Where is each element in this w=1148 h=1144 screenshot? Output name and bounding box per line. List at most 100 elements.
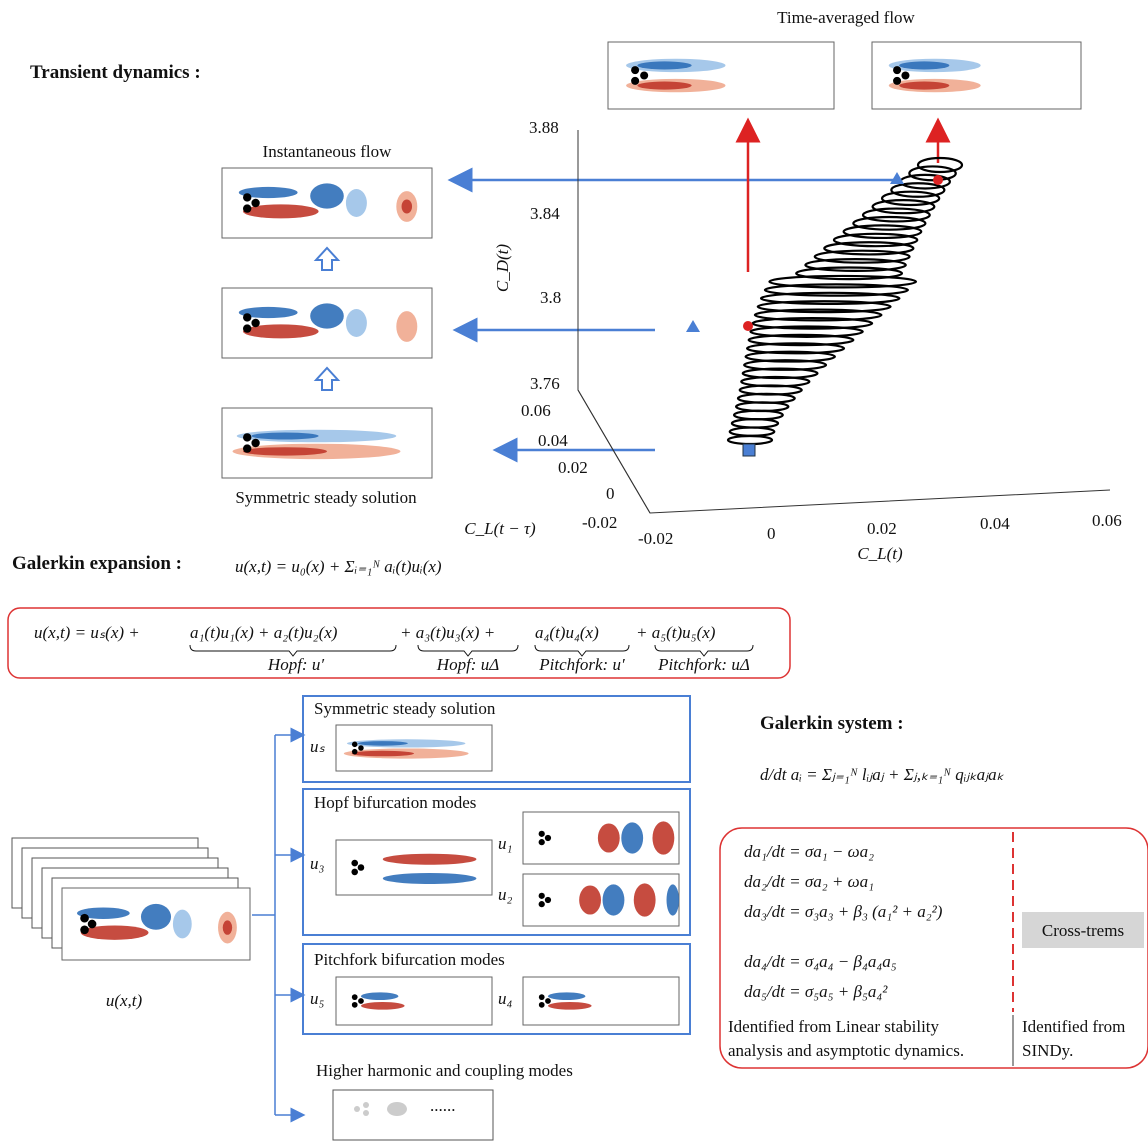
vortex [602, 884, 625, 916]
vortex [242, 324, 319, 339]
orbit [749, 325, 864, 338]
equation: da₂/dt = σa₂ + ωa₁ [744, 872, 874, 891]
group-title: Hopf bifurcation modes [314, 793, 476, 812]
cylinder [538, 1001, 545, 1008]
tick-label: 0.06 [521, 401, 551, 420]
cylinder [538, 839, 545, 846]
vortex [652, 821, 675, 855]
cylinder [544, 834, 552, 842]
axis-label: C_D(t) [493, 244, 512, 293]
cylinder [631, 76, 640, 85]
label: Cross-trems [1042, 921, 1124, 940]
brace-label: Pitchfork: uΔ [657, 655, 750, 674]
equation: + a₅(t)u₅(x) [636, 623, 716, 642]
mode-box [302, 695, 691, 1035]
mode-label: u₅ [310, 989, 325, 1008]
cylinder [243, 324, 252, 333]
label: Instantaneous flow [263, 142, 393, 161]
mode-label: uₛ [310, 737, 326, 756]
marker-dot [743, 321, 753, 331]
vortex [80, 925, 149, 940]
axes [577, 130, 1111, 514]
flow-thumbnail [221, 167, 433, 239]
cylinder [545, 998, 551, 1004]
flow-thumbnail [61, 887, 251, 961]
arrows [447, 167, 895, 463]
cylinder [243, 193, 252, 202]
brace-label: Hopf: uΔ [436, 655, 499, 674]
cylinder [243, 204, 252, 213]
cylinder [351, 1001, 358, 1008]
ellipsis: ...... [430, 1096, 456, 1115]
cylinder [538, 901, 545, 908]
vortex [382, 853, 477, 865]
cylinder [243, 313, 252, 322]
cylinder [251, 198, 260, 208]
cross-terms-box [1022, 912, 1144, 948]
tick-label: 3.8 [540, 288, 561, 307]
flow-thumbnail [522, 873, 680, 927]
vortex [360, 1001, 405, 1010]
orbit [842, 224, 923, 240]
vortex [238, 186, 298, 199]
mode-label: u₁ [498, 834, 512, 853]
equation: a₁(t)u₁(x) + a₂(t)u₂(x) [190, 623, 338, 642]
label: Time-averaged flow [777, 8, 915, 27]
cylinder [358, 998, 364, 1004]
axis-label: C_L(t) [857, 544, 903, 563]
tick-label: 0.04 [538, 431, 568, 450]
cylinder [357, 864, 365, 871]
flow-thumbnail [522, 811, 680, 865]
mode-label: u₃ [310, 854, 325, 873]
orbit [751, 316, 874, 330]
vortex [597, 823, 620, 853]
tick-label: 3.84 [530, 204, 560, 223]
orbit [823, 241, 915, 256]
vortex [243, 447, 327, 456]
brace [189, 644, 754, 657]
orbit [756, 300, 892, 314]
label: Symmetric steady solution [235, 488, 417, 507]
vortex [238, 306, 298, 319]
orbit [804, 257, 907, 273]
tick-label: -0.02 [638, 529, 673, 548]
vortex [351, 750, 414, 757]
orbit [908, 165, 957, 182]
flow-thumbnail [221, 407, 433, 479]
flow-thumbnail [221, 287, 433, 359]
cylinder [901, 71, 910, 80]
equation: da₁/dt = σa₁ − ωa₂ [744, 842, 874, 861]
vortex [251, 432, 319, 440]
orbit [852, 215, 927, 231]
vortex [547, 1001, 592, 1010]
tick-label: 0.02 [558, 458, 588, 477]
tick-label: 0 [606, 484, 615, 503]
flow-thumbnail [607, 41, 835, 110]
note: analysis and asymptotic dynamics. [728, 1041, 964, 1060]
tick-label: 3.88 [529, 118, 559, 137]
cylinder [351, 868, 359, 876]
vortex [382, 873, 477, 884]
marker-dot [933, 175, 943, 185]
cylinder [640, 71, 649, 80]
system-box [719, 827, 1148, 1069]
vortex [310, 303, 344, 329]
orbit [753, 308, 883, 322]
vortex [172, 909, 192, 939]
thumbnail [332, 1089, 494, 1141]
orbit [890, 182, 946, 198]
vortex [401, 199, 413, 214]
flow-thumbnail [335, 724, 493, 772]
vortex [310, 183, 344, 209]
cylinder [538, 994, 545, 1001]
equation: a₄(t)u₄(x) [535, 623, 599, 642]
equation: + a₃(t)u₃(x) + [400, 623, 495, 642]
equation: da₄/dt = σ₄a₄ − β₄a₄a₅ [744, 952, 897, 971]
orbit [747, 333, 855, 347]
cylinder [538, 830, 545, 837]
orbit [861, 207, 931, 223]
vortex [396, 311, 418, 342]
vortex [621, 822, 644, 854]
vortex [345, 309, 367, 337]
vortex [222, 920, 233, 935]
